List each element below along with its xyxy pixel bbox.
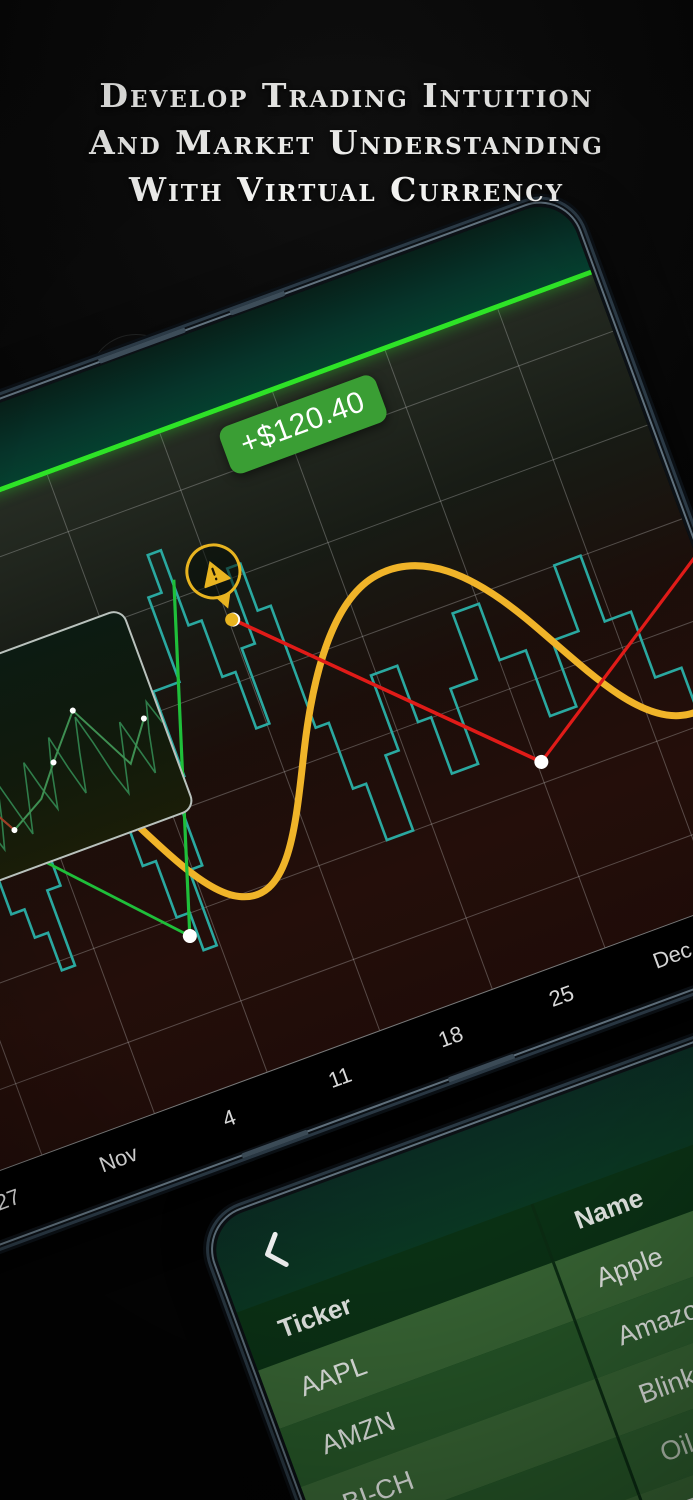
x-tick: 25 [545,979,578,1012]
x-tick: 27 [0,1183,24,1216]
trend-down-4 [232,617,543,764]
headline-line-3: With Virtual Currency [128,170,565,209]
headline-line-1: Develop Trading Intuition [99,76,594,115]
x-tick: Dec [649,936,693,974]
warning-triangle-icon [204,560,231,588]
inset-marker [140,715,147,722]
x-tick: Nov [95,1140,142,1178]
x-tick: 11 [324,1061,355,1094]
x-tick: 4 [219,1104,240,1132]
headline-line-2: And Market Understanding [89,123,604,162]
page-title: Develop Trading Intuition And Market Und… [0,72,693,213]
x-tick: 18 [434,1020,467,1053]
